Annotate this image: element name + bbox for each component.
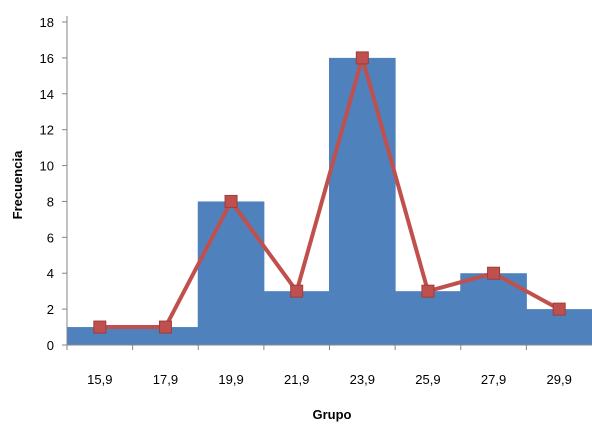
bar-25,9: [394, 291, 462, 345]
axes: [62, 16, 592, 350]
x-tick-label: 19,9: [218, 372, 243, 387]
x-tick-label: 21,9: [284, 372, 309, 387]
frequency-line: [99, 55, 561, 330]
y-tick-label: 10: [40, 159, 54, 174]
y-axis-title: Frecuencia: [10, 150, 25, 219]
bar-series: [66, 57, 592, 346]
y-tick-label: 2: [47, 302, 54, 317]
line-point-15,9: [93, 320, 107, 334]
line-point-21,9: [290, 284, 304, 298]
x-tick-labels: 15,9 17,9 19,9 21,9 23,9 25,9 27,9 29,9: [87, 372, 572, 387]
x-tick-label: 23,9: [350, 372, 375, 387]
y-tick-label: 0: [47, 338, 54, 353]
frequency-polygon-series: [93, 51, 566, 334]
x-tick-label: 25,9: [415, 372, 440, 387]
x-tick-label: 15,9: [87, 372, 112, 387]
bar-17,9: [132, 327, 199, 345]
x-tick-label: 17,9: [153, 372, 178, 387]
line-point-29,9: [552, 302, 566, 316]
bar-15,9: [66, 327, 134, 345]
y-tick-label: 18: [40, 15, 54, 30]
y-tick-labels: 0 2 4 6 8 10 12 14 16 18: [40, 15, 54, 353]
line-point-17,9: [158, 320, 172, 334]
y-tick-label: 14: [40, 87, 54, 102]
bar-19,9: [197, 201, 265, 345]
line-point-19,9: [224, 194, 238, 208]
y-tick-label: 16: [40, 51, 54, 66]
y-tick-label: 12: [40, 123, 54, 138]
line-point-27,9: [487, 266, 501, 280]
bar-21,9: [263, 291, 330, 345]
x-tick-label: 29,9: [547, 372, 572, 387]
line-point-23,9: [355, 51, 369, 65]
x-axis-title: Grupo: [313, 407, 352, 422]
y-tick-label: 4: [47, 266, 54, 281]
line-point-25,9: [421, 284, 435, 298]
y-tick-label: 6: [47, 230, 54, 245]
x-tick-label: 27,9: [481, 372, 506, 387]
y-tick-label: 8: [47, 194, 54, 209]
bar-23,9: [329, 57, 396, 346]
